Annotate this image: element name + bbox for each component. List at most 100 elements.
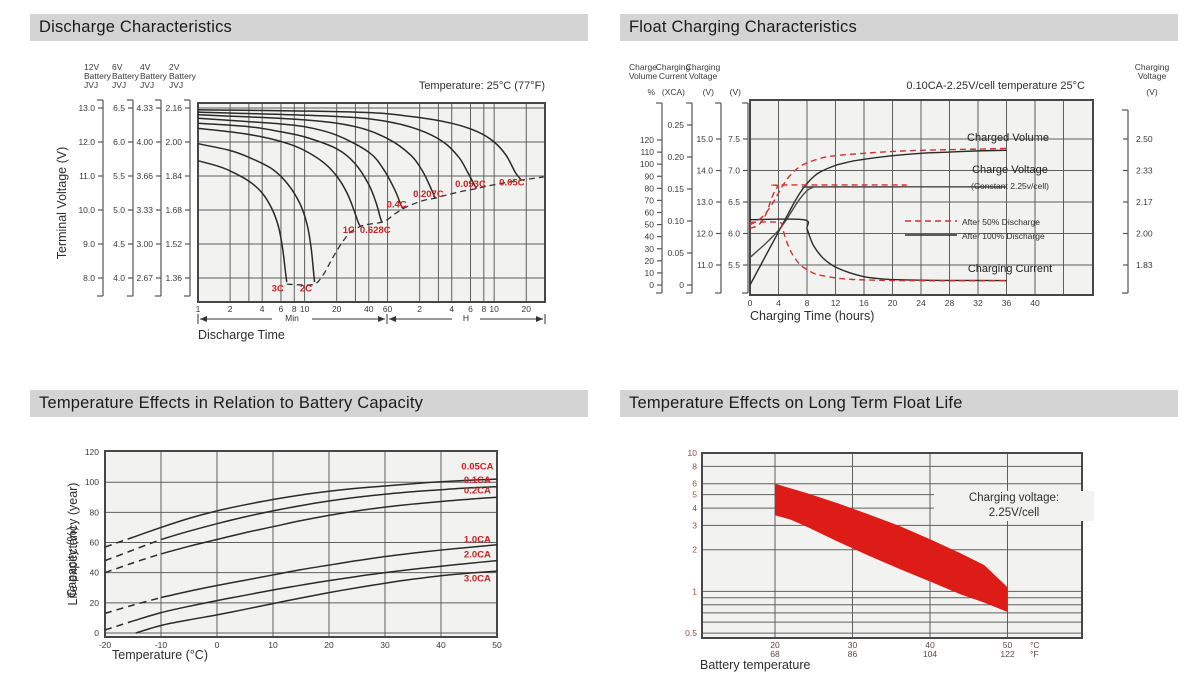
y-tick-label: 0.5 xyxy=(685,628,697,638)
charging-voltage-annotation: Charging voltage: 2.25V/cell xyxy=(934,491,1094,521)
y-tick-label: 10 xyxy=(688,448,698,458)
charging-current-label: Charging Current xyxy=(967,263,1053,275)
discharge-curve-0.207C xyxy=(197,114,436,199)
discharge-chart: 12VBatteryJVJ13.012.011.010.09.08.06VBat… xyxy=(78,62,546,324)
capacity-curve-2.0CA xyxy=(132,559,498,622)
curve-label-3C: 3C xyxy=(272,284,284,295)
y-tick-label: 40 xyxy=(90,568,100,578)
capacity-curve-dashed-0.05CA xyxy=(104,536,134,548)
capacity-chart: 0 20 40 60 80 100 120 -20 -10 0 10 20 30 40 50 0.05CA 0.… xyxy=(85,447,502,650)
capacity-curve-dashed-0.1CA xyxy=(104,538,162,562)
scale-tick-label: 4.0 xyxy=(113,273,125,283)
axis-tick-label: 0.05 xyxy=(667,248,684,258)
capacity-curve-3.0CA xyxy=(135,570,498,634)
right-axis-tick-label: 2.33 xyxy=(1136,166,1153,176)
scale-tick-label: 12.0 xyxy=(78,137,95,147)
capacity-curve-0.05CA xyxy=(132,478,498,538)
scale-tick-label: 2.00 xyxy=(165,137,182,147)
axis-tick-label: 40 xyxy=(645,232,655,242)
curve-label-0.628C: 0.628C xyxy=(360,225,391,236)
y-tick-label: 20 xyxy=(90,598,100,608)
x-tick-label: 12 xyxy=(831,298,841,308)
annotation-line-2: 2.25V/cell xyxy=(988,507,1040,519)
curve-label-0.4C: 0.4C xyxy=(387,199,407,210)
axis-tick-label: 5.5 xyxy=(728,260,740,270)
float-life-y-axis-label: Life expectancy (year) xyxy=(66,482,80,606)
discharge-curve-0.05C xyxy=(197,108,522,181)
x-tick-min: 8 xyxy=(292,304,297,314)
charged-volume-label: Charged Volume xyxy=(967,132,1049,144)
x-tick-fahrenheit: 86 xyxy=(848,649,858,659)
charge-voltage-100-curve xyxy=(749,186,1007,258)
axis-unit: (V) xyxy=(703,87,715,97)
scale-tick-label: 13.0 xyxy=(78,103,95,113)
scale-header: JVJ xyxy=(169,80,183,90)
discharge-curve-2C xyxy=(197,142,316,283)
axis-tick-label: 90 xyxy=(645,171,655,181)
discharge-curve-0.093C xyxy=(197,111,478,189)
x-tick-h: 10 xyxy=(489,304,499,314)
curve-label-0.2CA: 0.2CA xyxy=(464,486,491,497)
axis-tick-label: 110 xyxy=(640,147,654,157)
curve-label-0.05CA: 0.05CA xyxy=(461,461,493,472)
x-tick-min: 1 xyxy=(196,304,201,314)
capacity-curve-dashed-2.0CA xyxy=(104,620,134,631)
discharge-range-min-label: Min xyxy=(272,313,312,323)
x-tick-h: 4 xyxy=(449,304,454,314)
scale-tick-label: 3.66 xyxy=(136,171,153,181)
axis-header: Charge xyxy=(629,62,657,72)
discharge-curve-3C xyxy=(197,159,288,283)
right-axis-tick-label: 2.17 xyxy=(1136,197,1153,207)
axis-tick-label: 60 xyxy=(645,208,655,218)
axis-tick-label: 80 xyxy=(645,183,655,193)
right-axis-tick-label: 2.00 xyxy=(1136,229,1153,239)
axis-tick-label: 0.25 xyxy=(667,120,684,130)
x-tick-label: 32 xyxy=(973,298,983,308)
legend-after-50-discharge: After 50% Discharge xyxy=(962,217,1040,227)
x-tick-celsius: 20 xyxy=(770,640,780,650)
discharge-curve-0.628C xyxy=(197,122,383,223)
scale-tick-label: 3.33 xyxy=(136,205,153,215)
axis-tick-label: 0 xyxy=(679,280,684,290)
plot-border xyxy=(701,452,1083,639)
fahrenheit-unit-label: °F xyxy=(1030,649,1039,659)
x-tick-h: 2 xyxy=(417,304,422,314)
axis-tick-label: 0.20 xyxy=(667,152,684,162)
x-tick-h: 20 xyxy=(522,304,532,314)
y-tick-label: 6 xyxy=(692,479,697,489)
scale-header: JVJ xyxy=(140,80,154,90)
x-tick-label: 0 xyxy=(748,298,753,308)
x-tick-min: 10 xyxy=(300,304,310,314)
x-tick-label: 16 xyxy=(859,298,869,308)
curve-label-1C: 1C xyxy=(343,225,355,236)
x-tick-label: 40 xyxy=(1030,298,1040,308)
x-tick-label: 36 xyxy=(1002,298,1012,308)
capacity-x-axis-label: Temperature (°C) xyxy=(112,648,208,662)
scale-tick-label: 8.0 xyxy=(83,273,95,283)
discharge-temperature-note: Temperature: 25°C (77°F) xyxy=(418,80,545,92)
x-tick-label: 0 xyxy=(215,640,220,650)
x-tick-label: 28 xyxy=(945,298,955,308)
x-tick-label: -10 xyxy=(155,640,168,650)
axis-tick-label: 0.15 xyxy=(667,184,684,194)
curve-label-3.0CA: 3.0CA xyxy=(464,574,491,585)
scale-header: Battery xyxy=(169,71,197,81)
scale-tick-label: 5.5 xyxy=(113,171,125,181)
x-tick-fahrenheit: 68 xyxy=(770,649,780,659)
x-tick-label: 24 xyxy=(916,298,926,308)
axis-tick-label: 13.0 xyxy=(696,197,713,207)
curve-label-2.0CA: 2.0CA xyxy=(464,550,491,561)
scale-tick-label: 4.00 xyxy=(136,137,153,147)
scale-header: Battery xyxy=(112,71,140,81)
x-tick-label: 20 xyxy=(888,298,898,308)
scale-tick-label: 1.68 xyxy=(165,205,182,215)
capacity-curve-1.0CA xyxy=(160,544,498,599)
discharge-title: Discharge Characteristics xyxy=(30,14,588,41)
scale-header: JVJ xyxy=(84,80,98,90)
annotation-line-1: Charging voltage: xyxy=(968,492,1060,504)
axis-tick-label: 10 xyxy=(645,268,655,278)
charging-current-50-curve xyxy=(749,221,1007,282)
plot-border xyxy=(104,450,498,638)
x-tick-min: 20 xyxy=(332,304,342,314)
